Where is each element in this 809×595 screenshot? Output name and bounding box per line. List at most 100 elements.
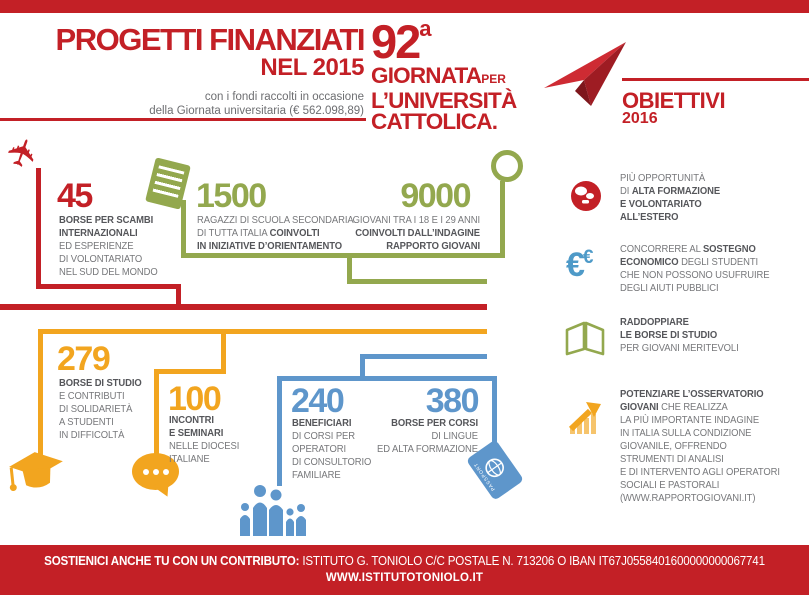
page-subtitle-year: NEL 2015	[260, 54, 364, 81]
funds-note-line2: della Giornata universitaria (€ 562.098,…	[149, 105, 364, 118]
text-segment: DI SOLIDARIETÀ	[59, 403, 133, 415]
text-segment: (WWW.RAPPORTOGIOVANI.IT)	[620, 492, 756, 504]
funds-note: con i fondi raccolti in occasione della …	[0, 90, 364, 118]
footer-contribution-line: SOSTIENICI ANCHE TU CON UN CONTRIBUTO: I…	[28, 554, 780, 568]
text-line: FAMILIARE	[292, 469, 371, 482]
text-segment: DEGLI AIUTI PUBBLICI	[620, 282, 719, 294]
text-line: IN ITALIA SULLA CONDIZIONE	[620, 427, 805, 440]
text-line: A STUDENTI	[59, 416, 142, 429]
event-line1: GIORNATAPER	[371, 63, 506, 88]
text-line: COINVOLTI DALL’INDAGINE	[314, 227, 480, 240]
text-segment: DEGLI STUDENTI	[678, 256, 759, 268]
connector-blue-v1	[360, 354, 365, 380]
stat-label-240: BENEFICIARI DI CORSI PER OPERATORI DI CONSU…	[292, 417, 371, 482]
text-segment: ALL’ESTERO	[620, 211, 679, 223]
objectives-title: OBIETTIVI	[622, 88, 726, 113]
connector-green-v2	[500, 181, 505, 258]
text-segment: GIOVANILE, OFFRENDO	[620, 440, 727, 452]
footer-lead: SOSTIENICI ANCHE TU CON UN CONTRIBUTO:	[44, 554, 300, 568]
text-segment: DI VOLONTARIATO	[59, 253, 143, 265]
text-segment: INTERNAZIONALI	[59, 227, 138, 239]
euro-glyph-large: €	[566, 246, 585, 284]
objective-item-borse: RADDOPPIARE LE BORSE DI STUDIO PER GIOVANI…	[620, 316, 805, 355]
page-title: PROGETTI FINANZIATI	[55, 22, 366, 57]
text-line: NELLE DIOCESI	[169, 440, 239, 453]
text-line: ECONOMICO DEGLI STUDENTI	[620, 256, 805, 269]
connector-orange-v2	[221, 329, 226, 374]
text-segment: LA PIÙ IMPORTANTE INDAGINE	[620, 414, 760, 426]
text-segment: GIOVANI	[620, 401, 659, 413]
text-line: BORSE PER CORSI	[345, 417, 478, 430]
text-line: DI CORSI PER	[292, 430, 371, 443]
airplane-icon: ✈	[0, 130, 50, 176]
text-line: SOCIALI E PASTORALI	[620, 479, 805, 492]
euro-icon: €€	[566, 248, 596, 282]
text-line: PIÙ OPPORTUNITÀ	[620, 172, 805, 185]
text-segment: PIÙ OPPORTUNITÀ	[620, 172, 706, 184]
bubble-dot	[162, 468, 169, 475]
event-line3: CATTOLICA.	[371, 109, 498, 134]
text-segment: NELLE DIOCESI	[169, 440, 240, 452]
text-segment: E SEMINARI	[169, 427, 224, 439]
text-line: IN INIZIATIVE D’ORIENTAMENTO	[197, 240, 354, 253]
chart-icon	[568, 402, 601, 434]
bubble-dot	[152, 468, 159, 475]
text-segment: BENEFICIARI	[292, 417, 352, 429]
stat-label-1500: RAGAZZI DI SCUOLA SECONDARIA DI TUTTA ITA…	[197, 214, 354, 253]
stat-value-45: 45	[57, 177, 93, 215]
stat-value-9000: 9000	[400, 177, 471, 215]
text-line: CHE NON POSSONO USUFRUIRE	[620, 269, 805, 282]
text-line: IN DIFFICOLTÀ	[59, 429, 142, 442]
connector-orange-v1	[38, 329, 43, 458]
text-line: LA PIÙ IMPORTANTE INDAGINE	[620, 414, 805, 427]
text-segment: DI CONSULTORIO	[292, 456, 372, 468]
magnifier-icon	[491, 150, 523, 182]
text-segment: INCONTRI	[169, 414, 214, 426]
objective-item-estero: PIÙ OPPORTUNITÀ DI ALTA FORMAZIONE E VOLON…	[620, 172, 805, 224]
connector-red-h1	[36, 284, 181, 289]
text-line: ED ESPERIENZE	[59, 240, 158, 253]
connector-orange-v3	[154, 369, 159, 457]
text-line: LE BORSE DI STUDIO	[620, 329, 805, 342]
text-segment: RAGAZZI DI SCUOLA SECONDARIA	[197, 214, 354, 226]
text-line: DI LINGUE	[345, 430, 479, 443]
text-segment: GIOVANI TRA I 18 E I 29 ANNI	[352, 214, 480, 226]
text-line: (WWW.RAPPORTOGIOVANI.IT)	[620, 492, 805, 505]
globe-icon	[571, 181, 601, 211]
text-line: INCONTRI	[169, 414, 239, 427]
text-line: OPERATORI	[292, 443, 371, 456]
text-segment: BORSE PER CORSI	[391, 417, 478, 429]
text-segment: PER GIOVANI MERITEVOLI	[620, 342, 739, 354]
footer-account-info: ISTITUTO G. TONIOLO C/C POSTALE N. 71320…	[299, 554, 765, 568]
text-segment: ECONOMICO	[620, 256, 679, 268]
text-line: NEL SUD DEL MONDO	[59, 266, 158, 279]
text-segment: OPERATORI	[292, 443, 346, 455]
event-number: 92a	[371, 15, 432, 68]
family-icon	[240, 485, 306, 536]
header-title-block: PROGETTI FINANZIATI NEL 2015 con i fondi…	[0, 22, 366, 118]
text-line: E DI INTERVENTO AGLI OPERATORI	[620, 466, 805, 479]
text-segment: CONCORRERE AL	[620, 243, 703, 255]
graduation-cap-icon	[9, 452, 63, 492]
text-line: DI ALTA FORMAZIONE	[620, 185, 805, 198]
text-segment: SOCIALI E PASTORALI	[620, 479, 720, 491]
plane-trail-line	[622, 78, 809, 81]
notebook-lines	[152, 165, 185, 200]
euro-glyph-small: €	[582, 247, 594, 268]
stat-label-100: INCONTRI E SEMINARI NELLE DIOCESI ITALIANE	[169, 414, 239, 466]
text-segment: BORSE DI STUDIO	[59, 377, 142, 389]
event-line1-small: PER	[481, 72, 506, 86]
text-segment: STRUMENTI DI ANALISI	[620, 453, 724, 465]
connector-green-v1	[181, 200, 186, 258]
text-segment: E CONTRIBUTI	[59, 390, 125, 402]
text-segment: POTENZIARE L’OSSERVATORIO	[620, 388, 764, 400]
text-segment: SOSTEGNO	[702, 243, 756, 255]
text-segment: ITALIANE	[169, 453, 210, 465]
connector-red-v2	[176, 284, 181, 310]
funds-note-line1: con i fondi raccolti in occasione	[204, 91, 364, 104]
stat-label-9000: GIOVANI TRA I 18 E I 29 ANNI COINVOLTI DA…	[314, 214, 480, 253]
text-segment: E DI INTERVENTO AGLI OPERATORI	[620, 466, 780, 478]
text-segment: E VOLONTARIATO	[620, 198, 702, 210]
text-line: BORSE DI STUDIO	[59, 377, 142, 390]
